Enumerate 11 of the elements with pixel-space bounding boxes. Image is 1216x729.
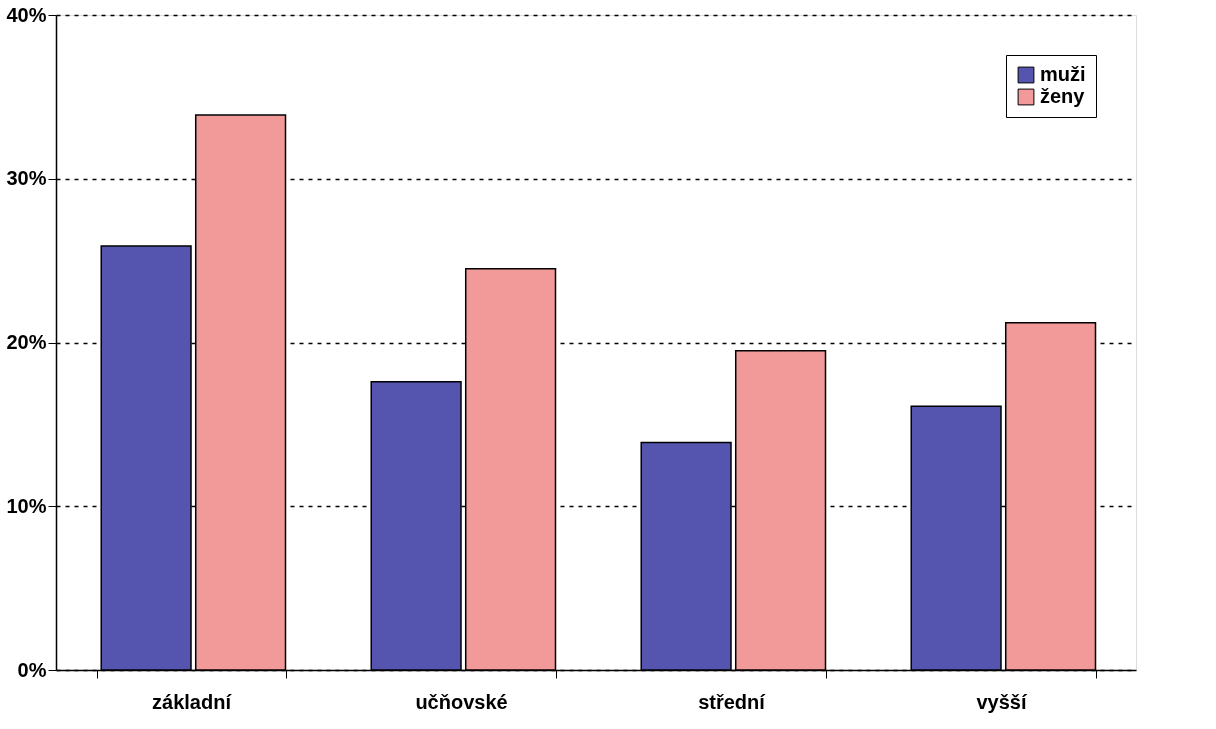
x-tick-label: vyšší	[976, 690, 1028, 713]
x-tick-label: střední	[698, 690, 767, 713]
y-tick-label: 30%	[6, 167, 47, 190]
legend-label: muži	[1040, 63, 1086, 85]
y-tick-label: 10%	[6, 494, 47, 517]
y-tick-label: 0%	[17, 658, 47, 681]
y-tick-label: 20%	[6, 331, 47, 353]
x-tick-label: základní	[152, 690, 233, 713]
legend-label: ženy	[1040, 85, 1086, 107]
x-tick-label: učňovské	[415, 690, 508, 713]
y-tick-label: 40%	[6, 3, 47, 26]
